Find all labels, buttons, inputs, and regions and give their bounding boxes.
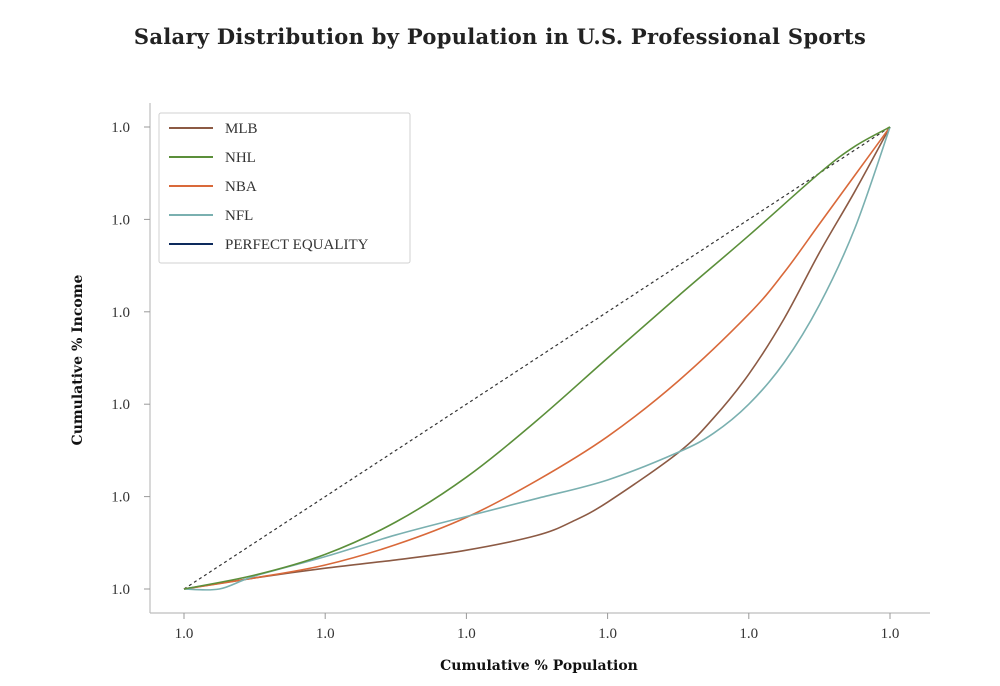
legend-label-perfect-equality: PERFECT EQUALITY xyxy=(225,237,369,253)
y-tick-label: 1.0 xyxy=(111,120,130,136)
y-tick-labels: 1.0 1.0 1.0 1.0 1.0 1.0 xyxy=(111,120,150,598)
y-axis-label: Cumulative % Income xyxy=(70,274,86,445)
y-tick-label: 1.0 xyxy=(111,212,130,228)
legend-label-mlb: MLB xyxy=(225,121,258,137)
series-line-nhl xyxy=(183,126,891,590)
legend-label-nhl: NHL xyxy=(225,150,256,166)
x-tick-label: 1.0 xyxy=(457,626,476,642)
legend-label-nfl: NFL xyxy=(225,208,253,224)
x-tick-label: 1.0 xyxy=(739,626,758,642)
chart-title: Salary Distribution by Population in U.S… xyxy=(134,24,866,49)
x-tick-label: 1.0 xyxy=(881,626,900,642)
x-axis-label: Cumulative % Population xyxy=(440,658,638,674)
series-line-perfect-equality xyxy=(183,126,891,590)
x-tick-label: 1.0 xyxy=(175,626,194,642)
legend-box xyxy=(158,112,411,264)
legend-label-nba: NBA xyxy=(225,179,257,195)
x-tick-label: 1.0 xyxy=(598,626,617,642)
y-tick-label: 1.0 xyxy=(111,582,130,598)
plot-axes xyxy=(149,103,930,614)
y-tick-label: 1.0 xyxy=(111,305,130,321)
series-line-mlb xyxy=(183,126,891,590)
series-lines xyxy=(183,126,891,591)
legend: MLB NHL NBA NFL PERFECT EQUALITY xyxy=(158,112,411,264)
series-line-nba xyxy=(183,126,891,590)
x-tick-labels: 1.0 1.0 1.0 1.0 1.0 1.0 xyxy=(175,613,900,642)
x-tick-label: 1.0 xyxy=(316,626,335,642)
y-tick-label: 1.0 xyxy=(111,397,130,413)
y-tick-label: 1.0 xyxy=(111,490,130,506)
